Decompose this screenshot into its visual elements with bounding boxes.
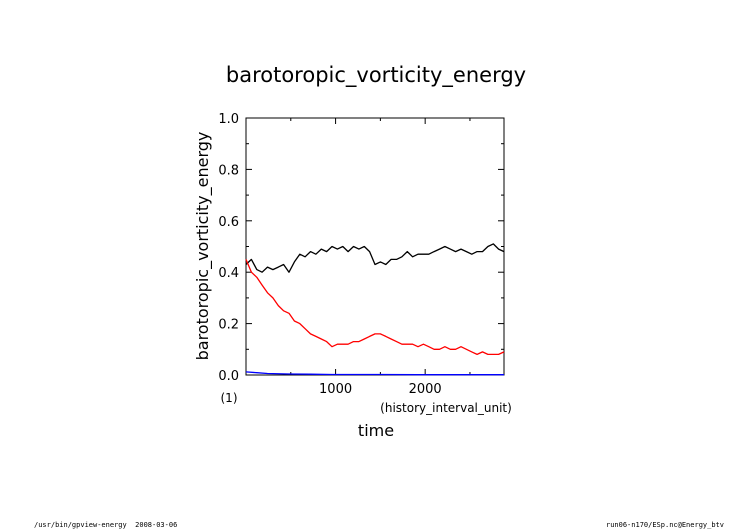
y-tick-label: 1.0 (218, 112, 239, 127)
series-line-2 (245, 371, 504, 376)
axes: 0.0 0.2 0.4 0.6 0.8 1.0 1000 2000 (218, 112, 505, 397)
plot-frame (245, 117, 505, 376)
series-line-1 (245, 259, 505, 356)
series-line-0 (245, 243, 505, 273)
y-tick-label: 0.8 (218, 163, 239, 178)
x-tick-label: 2000 (409, 382, 442, 397)
footer-left: /usr/bin/gpview-energy 2008-03-06 (34, 521, 178, 529)
x-tick-label: 1000 (319, 382, 352, 397)
y-axis-unit: (1) (221, 391, 238, 405)
y-tick-label: 0.2 (218, 318, 239, 333)
y-axis-label: barotoropic_vorticity_energy (193, 132, 213, 361)
series-layer (245, 243, 505, 376)
footer-right: run06-n170/ESp.nc@Energy_btv (605, 521, 724, 529)
y-tick-label: 0.0 (218, 369, 239, 384)
x-axis-label: time (358, 421, 394, 440)
chart-title: barotoropic_vorticity_energy (226, 63, 526, 88)
y-tick-label: 0.6 (218, 215, 239, 230)
x-axis-unit: (history_interval_unit) (380, 401, 512, 415)
y-tick-label: 0.4 (218, 266, 239, 281)
